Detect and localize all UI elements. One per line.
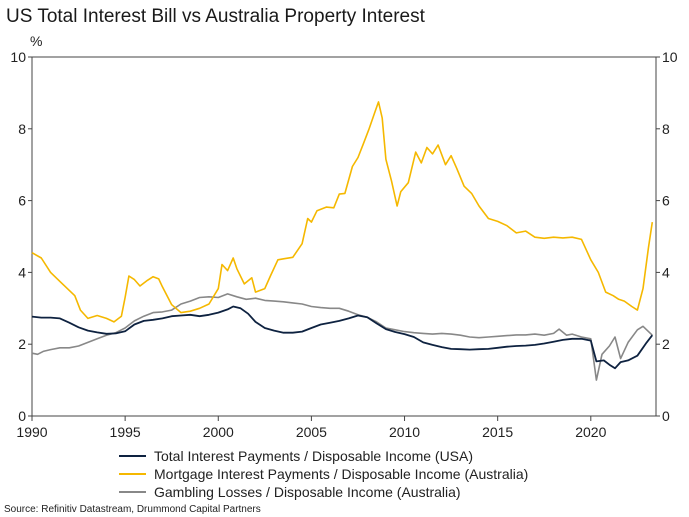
series-line-mortgage: [31, 101, 654, 323]
legend-label-usa: Total Interest Payments / Disposable Inc…: [154, 448, 473, 464]
y-tick-label-right: 10: [662, 49, 678, 65]
x-tick-label: 2000: [203, 424, 234, 440]
x-tick-label: 1990: [16, 424, 47, 440]
y-tick-label-right: 8: [662, 121, 670, 137]
y-tick-label-left: 6: [18, 193, 26, 209]
chart-title: US Total Interest Bill vs Australia Prop…: [6, 6, 426, 27]
legend-label-gambling: Gambling Losses / Disposable Income (Aus…: [154, 484, 461, 500]
legend: Total Interest Payments / Disposable Inc…: [119, 448, 528, 500]
source-note: Source: Refinitiv Datastream, Drummond C…: [4, 504, 261, 515]
x-tick-label: 2015: [482, 424, 513, 440]
x-tick-label: 2005: [296, 424, 327, 440]
y-tick-label-left: 8: [18, 121, 26, 137]
y-axis-right: 0 2 4 6 8 10: [656, 49, 678, 424]
y-tick-label-left: 10: [10, 49, 26, 65]
y-unit-label: %: [30, 33, 42, 49]
x-tick-label: 1995: [110, 424, 141, 440]
y-tick-label-right: 0: [662, 408, 670, 424]
y-tick-label-right: 6: [662, 193, 670, 209]
plot-frame: [31, 56, 657, 417]
series-line-usa: [31, 305, 654, 370]
series-layer: [31, 101, 654, 381]
y-tick-label-right: 2: [662, 336, 670, 352]
y-axis-left: 0 2 4 6 8 10: [10, 49, 32, 424]
legend-label-mortgage: Mortgage Interest Payments / Disposable …: [154, 466, 528, 482]
y-tick-label-left: 2: [18, 336, 26, 352]
y-tick-label-right: 4: [662, 264, 670, 280]
series-line-gambling: [31, 293, 653, 381]
x-axis: 1990 1995 2000 2005 2010 2015 2020: [16, 416, 607, 440]
y-tick-label-left: 4: [18, 264, 26, 280]
x-tick-label: 2010: [389, 424, 420, 440]
y-tick-label-left: 0: [18, 408, 26, 424]
x-tick-label: 2020: [575, 424, 606, 440]
